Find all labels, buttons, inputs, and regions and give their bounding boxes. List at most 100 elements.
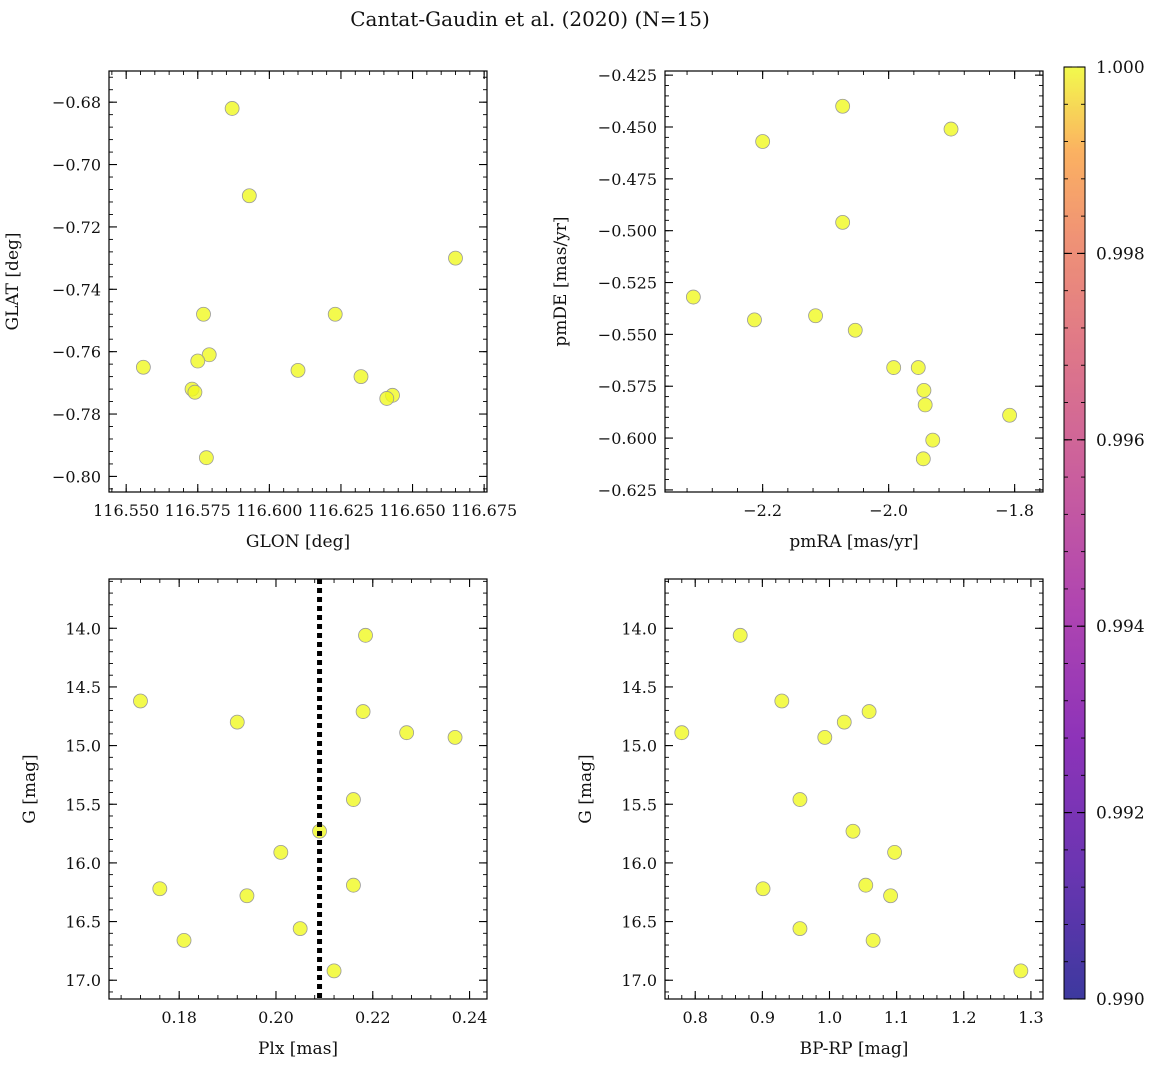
y-tick-label: 15.5 <box>621 795 657 814</box>
y-tick-label: 16.5 <box>621 913 657 932</box>
data-point <box>792 792 808 807</box>
colorbar-gradient <box>1063 66 1086 1000</box>
colorbar-tick-label: 0.990 <box>1096 990 1145 1010</box>
x-tick-label: 116.600 <box>236 501 302 520</box>
x-tick-label: 1.3 <box>1018 1008 1043 1027</box>
panel-parallax-magnitude: 0.18 0.20 0.22 0.24 14.0 14.5 15.0 15.5 16.0 16.5… <box>20 578 488 1059</box>
data-point <box>187 384 203 400</box>
data-point <box>399 725 415 741</box>
data-point <box>943 121 959 137</box>
y-tick-label: −0.68 <box>52 93 101 112</box>
panel-position: 116.550 116.575 116.600 116.625 116.650 116.6… <box>3 70 517 552</box>
x-tick-label: 0.22 <box>355 1008 391 1027</box>
plot-frame <box>108 70 488 493</box>
y-tick-label: −0.425 <box>598 66 657 85</box>
x-tick-label: 1.0 <box>817 1008 842 1027</box>
y-tick-label: −0.475 <box>598 170 657 189</box>
data-point <box>239 888 255 904</box>
y-axis-label: G [mag] <box>20 754 40 823</box>
x-axis-label: BP-RP [mag] <box>800 1039 909 1059</box>
data-point <box>674 725 690 741</box>
x-tick-label: −2.0 <box>869 501 908 520</box>
data-point <box>355 704 371 719</box>
y-tick-label: −0.78 <box>52 405 101 424</box>
data-point <box>201 347 217 363</box>
data-point <box>224 101 240 116</box>
x-axis-label: GLON [deg] <box>246 532 350 552</box>
data-point <box>910 360 926 375</box>
data-point <box>358 627 373 643</box>
x-tick-label: 0.20 <box>258 1008 294 1027</box>
data-point <box>273 844 289 860</box>
colorbar-frame <box>1063 66 1086 1000</box>
data-point <box>229 714 245 730</box>
y-tick-label: −0.80 <box>52 467 101 486</box>
y-tick-label: −0.450 <box>598 118 657 137</box>
data-point <box>190 353 206 369</box>
data-point <box>835 214 851 230</box>
y-axis-label: GLAT [deg] <box>3 232 23 330</box>
colorbar-tick-label: 0.994 <box>1096 617 1145 637</box>
data-point <box>292 921 308 937</box>
data-point <box>835 98 851 114</box>
data-point <box>887 844 903 860</box>
data-point <box>915 451 931 467</box>
y-tick-label: 14.0 <box>65 619 101 638</box>
plot-frame <box>664 578 1044 1000</box>
x-tick-label: 1.1 <box>884 1008 909 1027</box>
x-tick-label: 0.8 <box>682 1008 707 1027</box>
x-axis-label: pmRA [mas/yr] <box>789 532 918 552</box>
y-tick-label: 15.5 <box>65 795 101 814</box>
data-point <box>755 881 771 897</box>
colorbar-tick-label: 1.000 <box>1096 58 1145 78</box>
data-point <box>755 134 771 149</box>
data-point <box>916 382 932 398</box>
y-axis-label: pmDE [mas/yr] <box>551 216 571 346</box>
data-point <box>241 188 257 204</box>
figure-title: Cantat-Gaudin et al. (2020) (N=15) <box>350 7 710 31</box>
data-point <box>774 693 790 709</box>
y-tick-label: −0.575 <box>598 377 657 396</box>
data-point <box>447 729 463 745</box>
x-tick-label: 116.675 <box>451 501 517 520</box>
panel-proper-motion: −2.2 −2.0 −1.8 −0.425 −0.450 −0.475 −0.500 −0.5… <box>551 66 1044 552</box>
data-point <box>346 877 361 893</box>
y-tick-label: 15.0 <box>621 737 657 756</box>
y-tick-label: 17.0 <box>65 971 101 990</box>
y-tick-label: −0.550 <box>598 325 657 344</box>
x-tick-label: 0.18 <box>161 1008 197 1027</box>
data-point <box>379 391 395 406</box>
x-tick-label: 1.2 <box>951 1008 976 1027</box>
y-tick-label: 16.0 <box>65 854 101 873</box>
y-tick-label: 14.0 <box>621 619 657 638</box>
data-point <box>448 250 463 266</box>
y-tick-label: −0.625 <box>598 481 657 500</box>
data-point <box>817 729 833 745</box>
x-tick-label: −2.2 <box>743 501 782 520</box>
y-tick-label: 16.5 <box>65 913 101 932</box>
data-point <box>747 312 762 328</box>
colorbar-tick-label: 0.996 <box>1096 431 1145 451</box>
data-point <box>135 359 151 375</box>
data-point <box>886 360 902 375</box>
y-tick-label: −0.72 <box>52 218 101 237</box>
data-point <box>845 823 861 839</box>
data-point <box>176 932 192 948</box>
data-point <box>847 322 863 338</box>
data-point <box>858 877 874 893</box>
data-point <box>808 308 823 324</box>
y-tick-label: 17.0 <box>621 971 657 990</box>
data-point <box>917 397 933 413</box>
y-axis-label: G [mag] <box>576 754 596 823</box>
data-point <box>327 306 343 322</box>
data-point <box>198 450 214 466</box>
plot-frame <box>108 578 488 1000</box>
data-point <box>353 369 369 385</box>
y-tick-label: 16.0 <box>621 854 657 873</box>
colorbar-tick-label: 0.992 <box>1096 804 1145 824</box>
data-point <box>883 888 898 904</box>
x-tick-label: 116.575 <box>165 501 231 520</box>
data-point <box>792 921 808 937</box>
x-tick-label: 0.9 <box>750 1008 775 1027</box>
